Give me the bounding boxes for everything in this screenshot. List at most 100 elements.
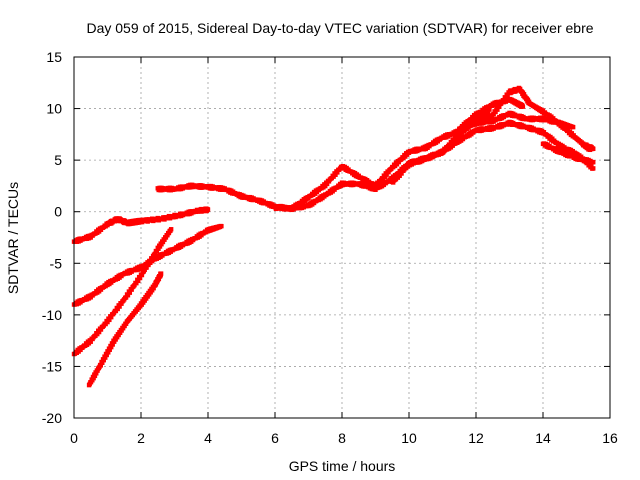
data-point xyxy=(107,317,112,323)
data-point xyxy=(139,272,145,278)
data-point xyxy=(219,223,224,229)
data-point xyxy=(119,328,124,333)
data-point xyxy=(399,171,404,176)
data-point xyxy=(119,301,124,306)
data-point xyxy=(156,246,161,251)
y-tick-label: -10 xyxy=(42,307,62,323)
data-point xyxy=(145,219,150,224)
data-point xyxy=(324,181,330,187)
data-point xyxy=(149,256,155,261)
data-point xyxy=(91,375,96,381)
data-point xyxy=(205,207,211,212)
data-point xyxy=(127,290,133,295)
series-arc-i xyxy=(540,141,596,165)
data-point xyxy=(148,259,153,265)
y-tick-label: -5 xyxy=(50,255,63,271)
data-point xyxy=(159,242,164,247)
data-point xyxy=(154,249,160,254)
data-point xyxy=(137,275,143,281)
x-tick-label: 10 xyxy=(401,430,417,446)
chart-title: Day 059 of 2015, Sidereal Day-to-day VTE… xyxy=(86,20,593,36)
x-tick-label: 4 xyxy=(204,430,212,446)
data-point xyxy=(109,314,114,320)
data-point xyxy=(114,335,120,340)
ticks-layer: 0 2 4 6 8 10 12 14 16 -20 -15 -10 -5 0 5 10 15 xyxy=(42,49,618,446)
series-arc-h xyxy=(473,110,576,130)
series-arc-b xyxy=(71,223,224,307)
x-tick-label: 2 xyxy=(137,430,145,446)
data-point xyxy=(384,172,389,177)
data-point xyxy=(335,170,340,175)
data-point xyxy=(110,342,115,347)
series-arc-a xyxy=(71,206,211,244)
x-tick-label: 14 xyxy=(535,430,551,446)
data-point xyxy=(122,323,127,329)
data-point xyxy=(92,373,98,379)
data-point xyxy=(374,183,379,189)
data-point xyxy=(107,347,112,352)
data-point xyxy=(116,332,121,338)
data-point xyxy=(570,124,576,130)
data-point xyxy=(101,358,106,363)
y-tick-label: 10 xyxy=(46,101,62,117)
data-point xyxy=(139,219,145,225)
series-arc-j xyxy=(457,96,526,131)
data-point xyxy=(521,92,527,97)
data-point xyxy=(589,163,594,168)
data-point xyxy=(134,280,139,286)
data-point xyxy=(158,271,164,276)
data-point xyxy=(152,251,158,256)
data-point xyxy=(120,326,126,331)
series-arc-g xyxy=(390,119,596,185)
data-point xyxy=(103,355,108,360)
data-point xyxy=(98,327,104,332)
y-tick-label: 5 xyxy=(54,152,62,168)
data-point xyxy=(117,304,122,309)
x-tick-label: 16 xyxy=(602,430,618,446)
data-point xyxy=(98,363,103,368)
data-point xyxy=(162,237,167,242)
series-arc-c xyxy=(71,227,174,357)
data-point xyxy=(144,265,149,270)
series-arc-d xyxy=(86,271,164,388)
x-tick-label: 12 xyxy=(468,430,484,446)
data-point xyxy=(113,337,118,342)
data-point xyxy=(497,104,502,110)
x-tick-label: 8 xyxy=(338,430,346,446)
data-point xyxy=(157,244,163,249)
y-tick-label: -15 xyxy=(42,358,62,374)
data-point xyxy=(105,319,110,325)
y-axis-title: SDTVAR / TECUs xyxy=(5,182,21,294)
data-point xyxy=(505,93,510,98)
data-point xyxy=(591,146,596,151)
data-point xyxy=(109,344,114,350)
data-point xyxy=(168,227,174,232)
data-point xyxy=(104,352,109,358)
y-tick-label: 0 xyxy=(54,204,62,220)
series-arc-k xyxy=(581,142,596,152)
data-point xyxy=(591,166,596,171)
data-point xyxy=(171,215,176,220)
y-tick-label: -20 xyxy=(42,410,62,426)
data-point xyxy=(115,306,120,312)
data-point xyxy=(176,214,182,219)
data-point xyxy=(146,262,151,268)
data-point xyxy=(88,339,93,344)
data-point xyxy=(495,107,500,112)
data-point xyxy=(160,239,166,245)
x-tick-label: 0 xyxy=(70,430,78,446)
data-point xyxy=(151,286,156,291)
data-point xyxy=(112,339,117,344)
data-point xyxy=(94,371,99,376)
data-point xyxy=(125,293,131,298)
data-point xyxy=(100,360,105,366)
data-point xyxy=(117,330,123,335)
data-point xyxy=(162,217,167,222)
data-point xyxy=(155,215,160,221)
data-point xyxy=(156,276,162,282)
data-point xyxy=(136,278,141,284)
data-point xyxy=(397,173,402,179)
x-tick-label: 6 xyxy=(271,430,279,446)
data-point xyxy=(96,329,102,335)
